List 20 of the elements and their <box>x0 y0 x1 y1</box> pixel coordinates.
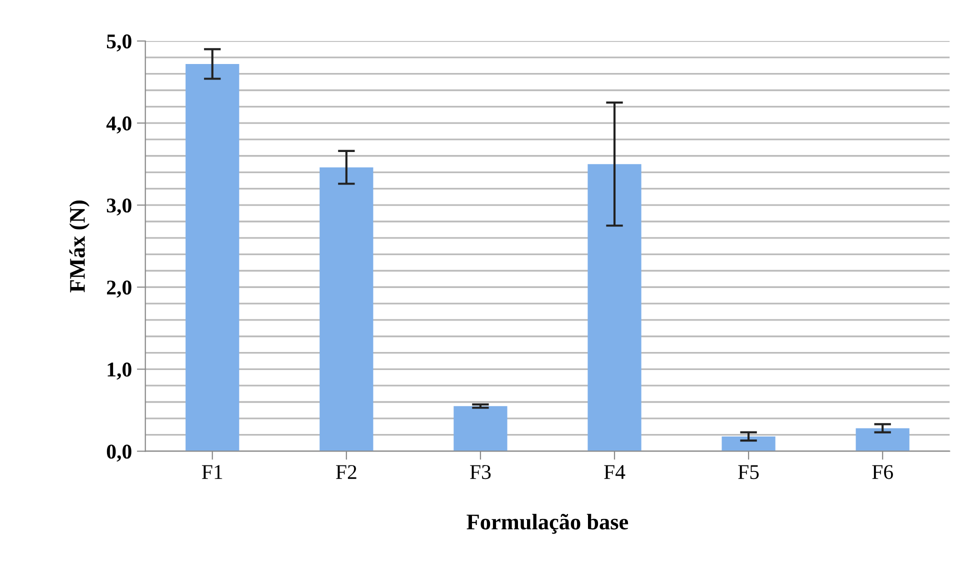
bar <box>454 406 508 452</box>
bar <box>722 436 776 452</box>
y-tick-label: 2,0 <box>106 280 132 298</box>
x-tick-label: F5 <box>738 465 759 480</box>
y-tick-label: 3,0 <box>106 198 132 216</box>
y-tick-label: 1,0 <box>108 362 132 380</box>
x-tick-label: F3 <box>470 465 491 480</box>
x-tick-label: F6 <box>872 465 893 480</box>
x-tick-label: F4 <box>604 465 626 479</box>
x-axis-title: Formulação base <box>466 514 628 534</box>
y-tick-label: 5,0 <box>106 34 132 52</box>
y-axis-title: FMáx (N) <box>69 200 90 292</box>
bar <box>320 167 374 452</box>
x-tick-label: F2 <box>336 465 356 479</box>
bar <box>588 164 642 452</box>
x-tick-label: F1 <box>202 465 222 479</box>
y-tick-label: 4,0 <box>106 116 132 134</box>
bar <box>186 64 240 452</box>
bar <box>856 428 910 452</box>
y-tick-label: 0,0 <box>106 444 132 462</box>
